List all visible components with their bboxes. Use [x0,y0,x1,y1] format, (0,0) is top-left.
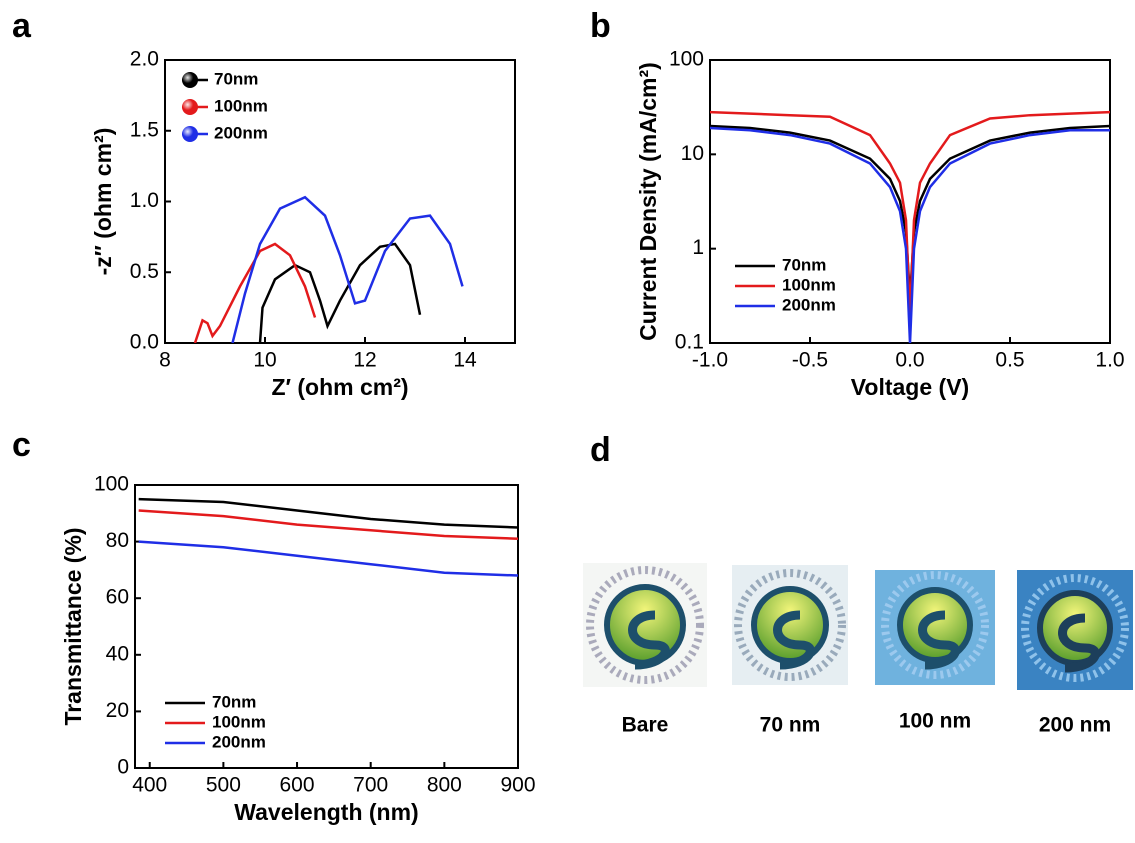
legend-marker-shine [182,126,198,142]
panel-letter: b [590,7,611,45]
panel-letter: a [12,7,32,45]
x-tick-label: 12 [353,349,376,372]
y-tick-label: 10 [681,142,704,165]
x-tick-label: 0.0 [895,349,924,372]
y-tick-label: 20 [106,699,129,722]
x-tick-label: 500 [206,774,241,797]
legend-marker-shine [182,99,198,115]
photo [732,565,848,685]
legend-label: 200nm [214,123,268,142]
panel-letter: c [12,426,31,464]
panel-letter: d [590,431,611,469]
x-tick-label: 8 [159,349,171,372]
data-line [710,124,1110,299]
x-axis-label: Voltage (V) [851,374,969,400]
photo [1017,570,1133,690]
y-axis-label: -z″ (ohm cm²) [90,128,116,276]
legend-label: 200nm [782,295,836,314]
y-tick-label: 100 [669,48,704,71]
y-tick-label: 1 [692,236,704,259]
legend-label: 100nm [782,275,836,294]
y-tick-label: 0.5 [130,260,159,283]
y-tick-label: 60 [106,586,129,609]
x-tick-label: 14 [453,349,477,372]
y-tick-label: 2.0 [130,48,159,71]
data-line [193,242,317,343]
legend-label: 70nm [782,255,826,274]
legend-label: 70nm [212,692,256,711]
legend-label: 70nm [214,69,258,88]
y-tick-label: 40 [106,642,129,665]
legend-marker-shine [182,72,198,88]
x-tick-label: 900 [500,774,535,797]
photo-label: 100 nm [899,710,971,733]
x-axis-label: Wavelength (nm) [234,799,418,825]
y-axis-label: Transmittance (%) [60,527,86,725]
x-tick-label: -0.5 [792,349,828,372]
x-tick-label: -1.0 [692,349,728,372]
data-line [231,195,464,343]
x-tick-label: 0.5 [995,349,1024,372]
x-tick-label: 1.0 [1095,349,1124,372]
photo [875,570,995,685]
y-tick-label: 0.0 [130,331,159,354]
y-tick-label: 0 [117,756,129,779]
data-line [138,509,518,541]
x-tick-label: 600 [280,774,315,797]
photo [583,563,707,687]
y-tick-label: 0.1 [675,331,704,354]
x-tick-label: 800 [427,774,462,797]
x-axis-label: Z′ (ohm cm²) [271,374,408,400]
data-line [258,242,422,343]
data-line [138,540,518,577]
plot-frame [134,484,519,769]
photo-label: 70 nm [760,714,821,737]
x-tick-label: 10 [253,349,276,372]
photo-label: Bare [622,714,669,737]
legend-label: 200nm [212,732,266,751]
photo-label: 200 nm [1039,714,1111,737]
data-line [710,126,1110,343]
x-tick-label: 700 [353,774,388,797]
y-tick-label: 80 [106,529,129,552]
data-line [138,497,518,529]
y-tick-label: 100 [94,473,129,496]
y-tick-label: 1.0 [130,189,159,212]
legend-label: 100nm [212,712,266,731]
y-tick-label: 1.5 [130,118,159,141]
y-axis-label: Current Density (mA/cm²) [635,62,661,341]
x-tick-label: 400 [132,774,167,797]
photos [583,563,1133,690]
legend-label: 100nm [214,96,268,115]
